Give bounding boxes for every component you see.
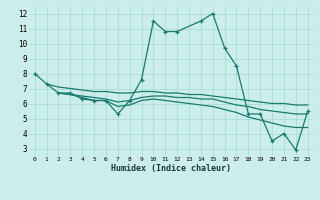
X-axis label: Humidex (Indice chaleur): Humidex (Indice chaleur): [111, 164, 231, 173]
